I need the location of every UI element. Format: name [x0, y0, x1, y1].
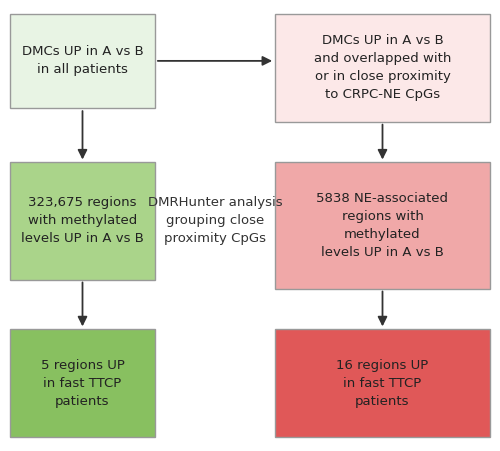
- FancyBboxPatch shape: [275, 162, 490, 289]
- FancyBboxPatch shape: [10, 14, 155, 108]
- FancyBboxPatch shape: [275, 329, 490, 437]
- Text: 5838 NE-associated
regions with
methylated
levels UP in A vs B: 5838 NE-associated regions with methylat…: [316, 192, 448, 259]
- Text: DMCs UP in A vs B
in all patients: DMCs UP in A vs B in all patients: [22, 46, 144, 76]
- FancyBboxPatch shape: [10, 329, 155, 437]
- Text: DMRHunter analysis
grouping close
proximity CpGs: DMRHunter analysis grouping close proxim…: [148, 197, 282, 245]
- Text: DMCs UP in A vs B
and overlapped with
or in close proximity
to CRPC-NE CpGs: DMCs UP in A vs B and overlapped with or…: [314, 34, 451, 101]
- FancyBboxPatch shape: [275, 14, 490, 122]
- Text: 16 regions UP
in fast TTCP
patients: 16 regions UP in fast TTCP patients: [336, 359, 428, 408]
- Text: 5 regions UP
in fast TTCP
patients: 5 regions UP in fast TTCP patients: [40, 359, 124, 408]
- Text: 323,675 regions
with methylated
levels UP in A vs B: 323,675 regions with methylated levels U…: [21, 197, 144, 245]
- FancyBboxPatch shape: [10, 162, 155, 280]
